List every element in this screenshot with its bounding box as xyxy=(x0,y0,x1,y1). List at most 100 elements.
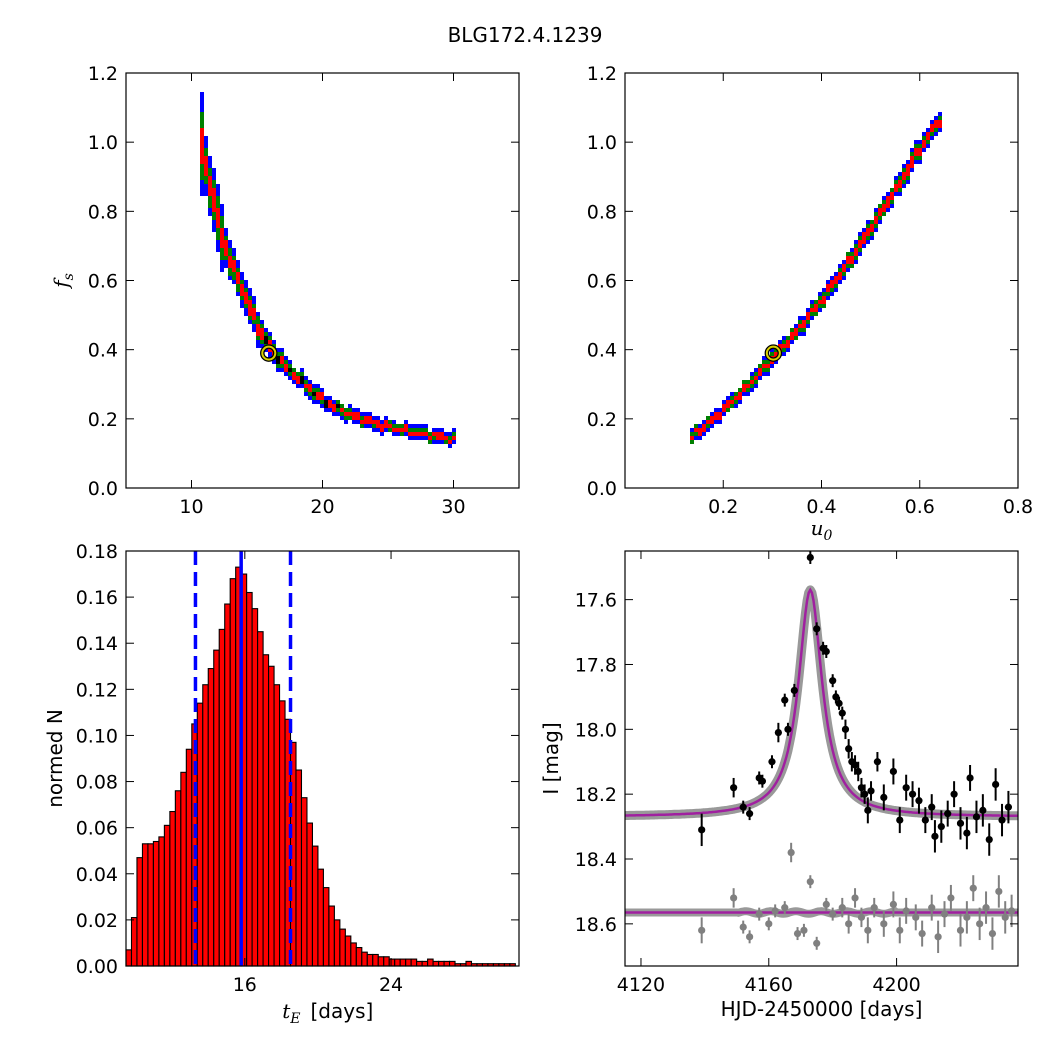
residual-point xyxy=(838,904,846,912)
contour-cell xyxy=(782,344,786,348)
histogram-bar xyxy=(443,960,451,967)
histogram-bar xyxy=(213,649,220,967)
contour-cell xyxy=(432,432,436,436)
x-tick-label: 0.8 xyxy=(1003,496,1033,518)
x-tick-label: 4200 xyxy=(872,974,920,996)
residual-point xyxy=(1008,907,1016,915)
contour-cell xyxy=(806,312,810,320)
histogram-bar xyxy=(388,958,396,967)
y-tick-label: 0.2 xyxy=(88,409,118,431)
contour-cell xyxy=(730,400,734,404)
data-point xyxy=(956,819,965,827)
residual-point xyxy=(730,894,738,902)
contour-cell xyxy=(284,364,288,372)
best-fit-marker xyxy=(261,345,277,361)
histogram-bar xyxy=(372,953,379,967)
histogram-bar xyxy=(224,603,231,967)
data-point xyxy=(902,784,910,792)
contour-cell xyxy=(922,140,926,148)
y-tick-label: 0.2 xyxy=(587,409,617,431)
residual-point xyxy=(963,913,971,921)
contour-cell xyxy=(388,424,392,428)
model-curve xyxy=(625,587,1018,818)
y-axis-label: normed N xyxy=(43,709,67,808)
data-point xyxy=(781,696,789,704)
contour-cell xyxy=(252,308,256,320)
histogram-bar xyxy=(394,958,401,967)
y-tick-label: 0.06 xyxy=(76,818,118,840)
data-point xyxy=(873,758,882,766)
data-point xyxy=(928,803,936,811)
contour-cell xyxy=(762,364,766,368)
residual-point xyxy=(896,926,904,934)
contour-cell xyxy=(364,416,368,424)
contour-cell xyxy=(236,272,240,284)
contour-cell xyxy=(906,164,910,176)
y-tick-label: 1.2 xyxy=(88,63,118,85)
data-point xyxy=(730,784,738,792)
contour-cell xyxy=(228,256,232,268)
contour-cell xyxy=(396,428,400,432)
data-point xyxy=(931,832,939,840)
contour-cell xyxy=(336,404,340,408)
axis-label-math: fs xyxy=(49,273,77,290)
data-point xyxy=(746,810,754,818)
contour-cell xyxy=(352,412,356,420)
data-point xyxy=(838,709,846,717)
data-point xyxy=(841,725,850,733)
contour-cell xyxy=(328,400,332,408)
contour-cell xyxy=(878,208,882,216)
x-tick-label: 0.4 xyxy=(806,496,836,518)
contour-cell xyxy=(870,224,874,232)
y-tick-label: 18.6 xyxy=(575,914,617,936)
data-point xyxy=(963,829,971,837)
residual-point xyxy=(934,933,942,941)
histogram-bar xyxy=(141,843,149,967)
residual-point xyxy=(918,929,926,938)
contour-cell xyxy=(264,336,268,344)
residual-point xyxy=(857,913,866,921)
contour-cell xyxy=(404,424,408,432)
contour-cell xyxy=(858,240,862,248)
plot-frame xyxy=(125,72,520,489)
residual-point xyxy=(1001,913,1009,921)
contour-cell xyxy=(826,284,830,292)
histogram-bar xyxy=(158,836,165,967)
histogram-bar xyxy=(174,790,182,967)
histogram-bar xyxy=(130,917,138,967)
contour-cell xyxy=(706,420,710,424)
y-tick-label: 1.0 xyxy=(88,132,118,154)
contour-cell xyxy=(384,420,388,428)
y-tick-label: 0.0 xyxy=(88,478,118,500)
residual-point xyxy=(956,926,965,934)
contour-cell xyxy=(216,208,220,228)
contour-cell xyxy=(718,412,722,420)
histogram-bar xyxy=(273,684,281,967)
contour-cell xyxy=(702,424,706,432)
histogram-bar xyxy=(180,771,187,967)
panel-te-histogram: 16 24 0.00 0.02 0.04 0.06 0.08 0.10 0.12 0.14 0.16… xyxy=(43,541,520,1027)
contour-cell xyxy=(930,124,934,132)
contour-cell xyxy=(204,156,208,176)
histogram-bar xyxy=(152,840,160,967)
histogram-bar xyxy=(317,868,324,967)
y-axis-label: I [mag] xyxy=(539,722,563,794)
data-point xyxy=(985,835,993,844)
data-point xyxy=(845,745,853,753)
contour-cell xyxy=(902,172,906,180)
contour-cell xyxy=(448,440,452,444)
y-tick-label: 0.00 xyxy=(76,956,118,978)
histogram-bar xyxy=(416,960,423,967)
histogram-bar xyxy=(262,654,270,967)
data-point xyxy=(813,625,821,633)
contour-cell xyxy=(308,384,312,392)
contour-cell xyxy=(276,356,280,364)
y-tick-label: 0.4 xyxy=(587,340,617,362)
residual-point xyxy=(806,878,814,886)
contour-cell xyxy=(734,396,738,400)
model-envelope xyxy=(625,585,1018,821)
y-tick-label: 18.4 xyxy=(575,849,617,871)
data-point xyxy=(880,793,888,802)
data-point xyxy=(758,777,766,785)
contour-cell xyxy=(304,384,308,388)
